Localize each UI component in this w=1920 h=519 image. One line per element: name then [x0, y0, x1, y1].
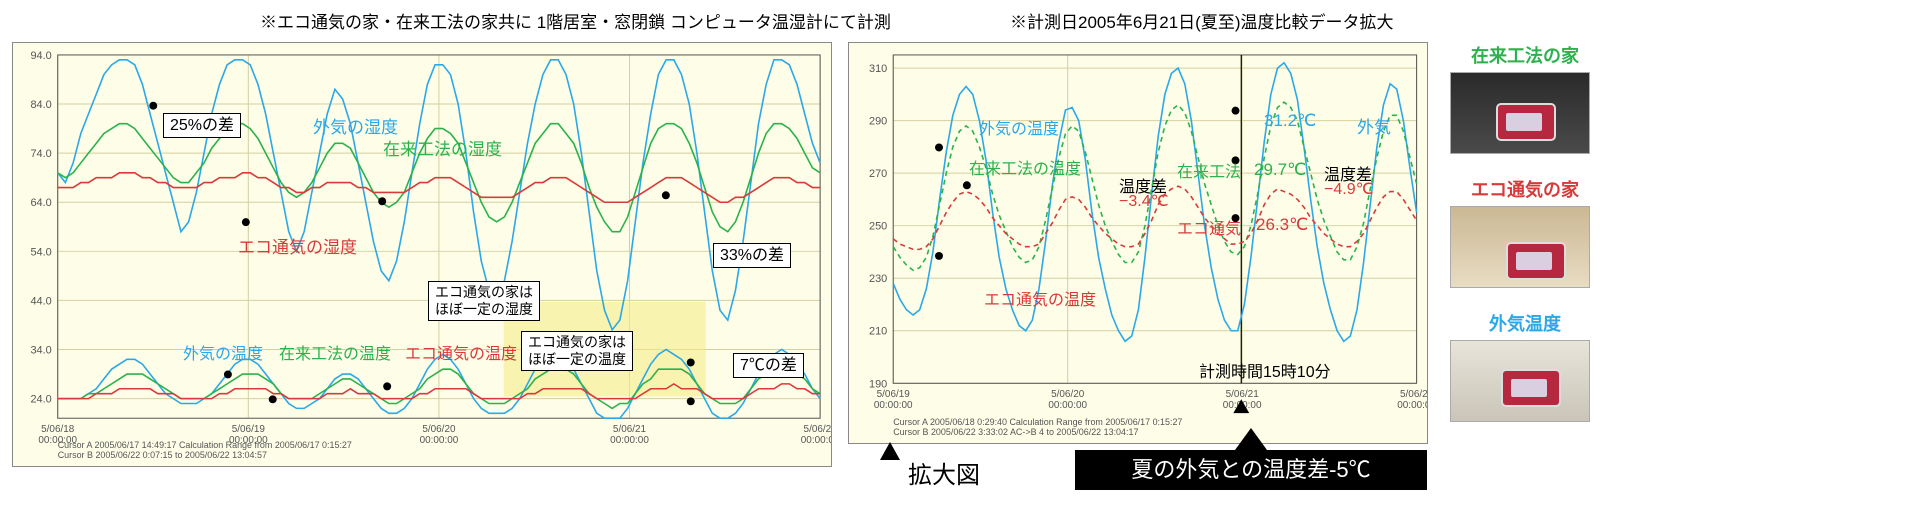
svg-text:Cursor A 2005/06/18 0:29:40: Cursor A 2005/06/18 0:29:40 Calculation … — [893, 417, 1182, 427]
svg-text:00:00:00: 00:00:00 — [1048, 400, 1087, 411]
svg-text:250: 250 — [869, 221, 887, 233]
svg-text:64.0: 64.0 — [30, 197, 51, 209]
svg-text:270: 270 — [869, 168, 887, 180]
svg-text:5/06/18: 5/06/18 — [41, 424, 75, 435]
title-right: ※計測日2005年6月21日(夏至)温度比較データ拡大 — [1010, 8, 1394, 33]
svg-text:44.0: 44.0 — [30, 295, 51, 307]
left-chart-svg: 24.0 34.0 44.0 54.0 64.0 74.0 84.0 94.0 5/06/18 0… — [13, 43, 831, 466]
thumbnail-block: 外気温度 — [1450, 310, 1600, 422]
svg-text:5/06/21: 5/06/21 — [1226, 389, 1260, 400]
svg-text:230: 230 — [869, 273, 887, 285]
svg-text:74.0: 74.0 — [30, 148, 51, 160]
title-left: ※エコ通気の家・在来工法の家共に 1階居室・窓閉鎖 コンピュータ温湿計にて計測 — [260, 8, 891, 33]
svg-text:34.0: 34.0 — [30, 344, 51, 356]
right-chart-svg: 1902102302502702903105/06/1900:00:005/06… — [849, 43, 1427, 443]
svg-text:94.0: 94.0 — [30, 50, 51, 62]
svg-text:00:00:00: 00:00:00 — [874, 400, 913, 411]
svg-text:00:00:00: 00:00:00 — [801, 435, 831, 446]
svg-text:5/06/19: 5/06/19 — [877, 389, 911, 400]
thumbnail-block: 在来工法の家 — [1450, 42, 1600, 154]
enlarge-arrow-icon — [880, 442, 900, 460]
thumbnail-image — [1450, 340, 1590, 422]
svg-text:54.0: 54.0 — [30, 246, 51, 258]
thermometer-device-icon — [1506, 242, 1566, 280]
summary-black-bar: 夏の外気との温度差-5℃ — [1075, 450, 1427, 490]
thumbnail-image — [1450, 206, 1590, 288]
thumbnail-label: 外気温度 — [1450, 310, 1600, 336]
thumbnail-block: エコ通気の家 — [1450, 176, 1600, 288]
right-chart-panel: 1902102302502702903105/06/1900:00:005/06… — [848, 42, 1428, 444]
left-chart-panel: 24.0 34.0 44.0 54.0 64.0 74.0 84.0 94.0 5/06/18 0… — [12, 42, 832, 467]
svg-text:00:00:00: 00:00:00 — [1397, 400, 1427, 411]
enlarge-label: 拡大図 — [908, 455, 980, 490]
thermometer-device-icon — [1496, 103, 1556, 141]
svg-text:00:00:00: 00:00:00 — [420, 435, 459, 446]
svg-text:00:00:00: 00:00:00 — [610, 435, 649, 446]
svg-text:24.0: 24.0 — [30, 394, 51, 406]
thumbnail-image — [1450, 72, 1590, 154]
thermometer-device-icon — [1501, 369, 1561, 407]
thumbnail-label: エコ通気の家 — [1450, 176, 1600, 202]
svg-text:5/06/19: 5/06/19 — [232, 424, 266, 435]
svg-text:Cursor B 2005/06/22 3:33:02: Cursor B 2005/06/22 3:33:02 AC->B 4 to 2… — [893, 427, 1138, 437]
thumbnail-label: 在来工法の家 — [1450, 42, 1600, 68]
svg-text:210: 210 — [869, 326, 887, 338]
thumbnail-column: 在来工法の家エコ通気の家外気温度 — [1450, 42, 1600, 444]
svg-text:5/06/20: 5/06/20 — [1051, 389, 1085, 400]
svg-text:5/06/22: 5/06/22 — [804, 424, 831, 435]
svg-text:Cursor B 2005/06/22 0:07:15: Cursor B 2005/06/22 0:07:15 to 2005/06/2… — [58, 450, 267, 460]
svg-text:5/06/20: 5/06/20 — [422, 424, 456, 435]
svg-text:5/06/22: 5/06/22 — [1400, 389, 1427, 400]
svg-text:5/06/21: 5/06/21 — [613, 424, 647, 435]
svg-text:84.0: 84.0 — [30, 99, 51, 111]
svg-text:290: 290 — [869, 116, 887, 128]
svg-text:Cursor A 2005/06/17 14:49:17: Cursor A 2005/06/17 14:49:17 Calculation… — [58, 440, 352, 450]
svg-text:310: 310 — [869, 63, 887, 75]
